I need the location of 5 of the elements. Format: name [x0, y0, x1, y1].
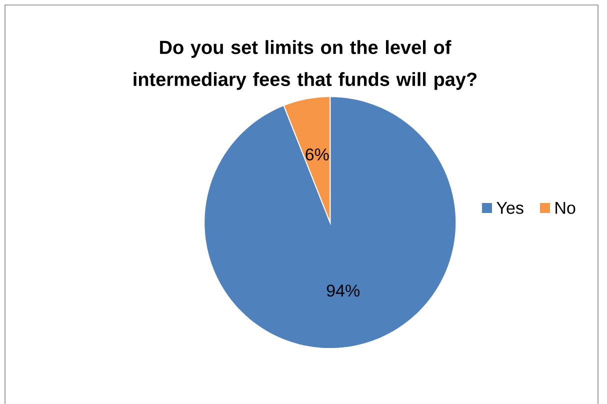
data-label: 94% [326, 284, 360, 296]
legend-label: No [556, 202, 576, 214]
legend-label: Yes [496, 202, 524, 214]
data-label: 6% [306, 148, 329, 160]
chart-title: Do you set limits on the level of intermediary fees that funds will pay? [134, 40, 477, 90]
